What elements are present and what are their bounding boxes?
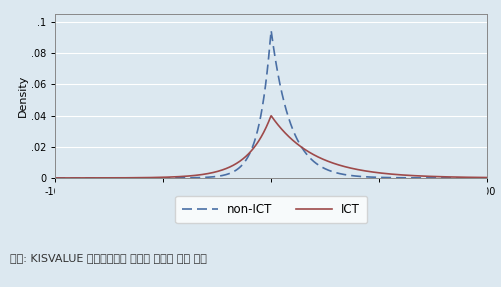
Text: 자료: KISVALUE 재무데이터를 이용해 저자가 직접 계산: 자료: KISVALUE 재무데이터를 이용해 저자가 직접 계산 (10, 253, 206, 263)
Legend: non-ICT, ICT: non-ICT, ICT (175, 196, 366, 223)
Y-axis label: Density: Density (18, 75, 28, 117)
X-axis label: 고용증가율,%: 고용증가율,% (247, 201, 294, 211)
